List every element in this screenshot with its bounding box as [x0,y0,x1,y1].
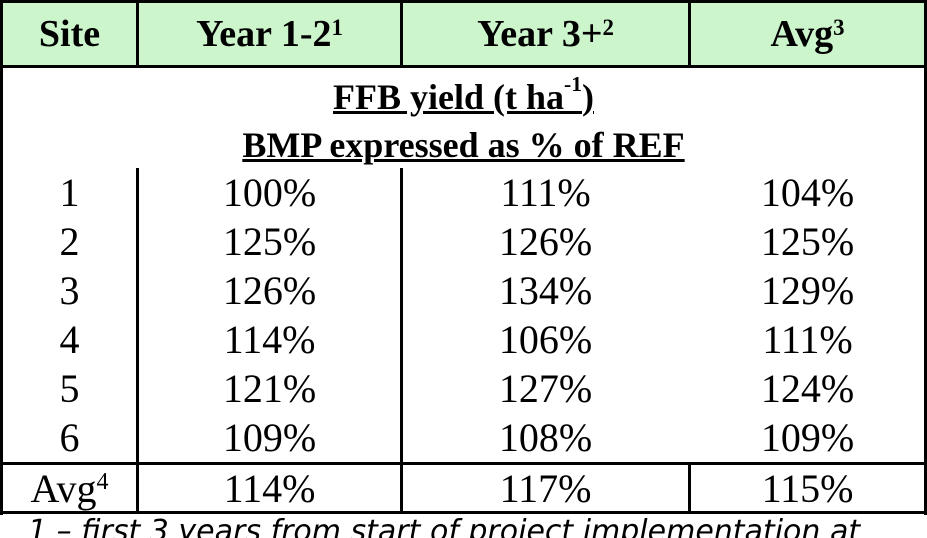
avg-cell: 117% [400,462,691,514]
cell-text: 5 [59,366,80,411]
cell-text: 111% [762,317,853,362]
header-text: Year 3+ [477,13,603,55]
subtitle-text: FFB yield (t ha [333,77,564,117]
data-cell: 2 [0,217,139,266]
header-cell: Avg 3 [688,0,927,68]
cell-text: 2 [59,219,80,264]
cell-text: 6 [59,415,80,460]
cell-text: 121% [222,366,317,411]
data-cell: 125% [136,217,403,266]
cell-text: 115% [761,465,854,511]
border [924,0,927,515]
cell-text: Avg [30,465,97,511]
cell-text: 108% [498,415,593,460]
column-line [136,168,139,462]
header-text: Avg [770,13,834,55]
header-text: Site [38,13,101,55]
data-cell: 104% [688,168,927,217]
data-cell: 124% [688,364,927,413]
cell-text: 125% [760,219,855,264]
avg-label-cell: Avg 4 [0,462,139,514]
avg-cell: 114% [136,462,403,514]
cell-text: 129% [760,268,855,313]
header-cell: Year 3+ 2 [400,0,691,68]
cell-text: 127% [498,366,593,411]
data-cell: 109% [688,413,927,462]
cell-text: 4 [59,317,80,362]
data-cell: 106% [400,315,691,364]
data-cell: 111% [688,315,927,364]
cell-text: 124% [760,366,855,411]
cell-text: 126% [222,268,317,313]
header-cell: Year 1-2 1 [136,0,403,68]
cell-text: 117% [499,465,592,511]
data-cell: 108% [400,413,691,462]
subtitle-text: ) [582,77,594,117]
data-cell: 111% [400,168,691,217]
header-text: Year 1-2 [196,13,332,55]
subtitle-line2: BMP expressed as % of REF [242,125,685,165]
cell-text: 109% [760,415,855,460]
data-cell: 121% [136,364,403,413]
data-cell: 5 [0,364,139,413]
cell-text: 1 [59,170,80,215]
cell-text: 126% [498,219,593,264]
border [0,0,3,515]
data-cell: 6 [0,413,139,462]
subtitle-line1: FFB yield (t ha-1) [0,73,927,118]
data-cell: 126% [136,266,403,315]
header-cell: Site [0,0,139,68]
data-cell: 126% [400,217,691,266]
data-cell: 100% [136,168,403,217]
data-cell: 4 [0,315,139,364]
data-cell: 114% [136,315,403,364]
data-cell: 129% [688,266,927,315]
data-cell: 1 [0,168,139,217]
cell-text: 114% [223,317,316,362]
data-cell: 125% [688,217,927,266]
cell-text: 106% [498,317,593,362]
superscript: -1 [564,71,582,96]
cell-text: 111% [500,170,591,215]
cell-text: 134% [498,268,593,313]
avg-cell: 115% [688,462,927,514]
cell-text: 114% [223,465,316,511]
cell-text: 125% [222,219,317,264]
column-line [400,168,403,462]
data-cell: 3 [0,266,139,315]
data-cell: 127% [400,364,691,413]
cell-text: 109% [222,415,317,460]
data-cell: 134% [400,266,691,315]
footnote: 1 – first 3 years from start of project … [28,514,861,538]
cell-text: 100% [222,170,317,215]
cell-text: 3 [59,268,80,313]
data-cell: 109% [136,413,403,462]
cell-text: 104% [760,170,855,215]
